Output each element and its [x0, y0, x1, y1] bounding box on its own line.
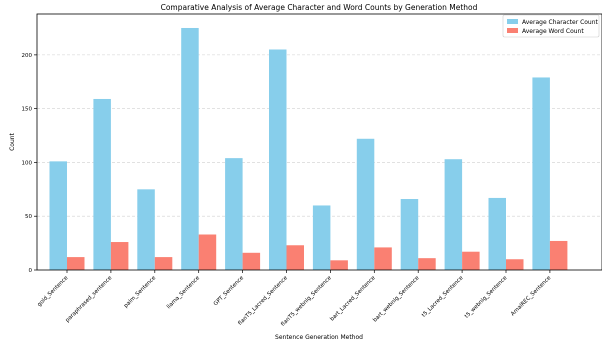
bar-word-count-bart_Lacred_Sentence: [374, 247, 392, 270]
bar-character-count-llama_Sentence: [181, 27, 199, 271]
y-tick-label: 100: [22, 160, 33, 166]
legend-label: Average Word Count: [522, 28, 584, 35]
bars: [49, 27, 568, 271]
y-axis-label: Count: [9, 132, 16, 150]
y-tick-label: 50: [25, 214, 32, 220]
grid: [37, 54, 602, 217]
legend: Average Character Count Average Word Coun…: [502, 14, 600, 38]
legend-box: [502, 14, 600, 38]
bar-character-count-AmalREC_Sentence: [532, 77, 550, 270]
bar-word-count-palm_Sentence: [154, 257, 173, 270]
y-ticks: 0 50 100 150 200: [22, 53, 37, 274]
bar-character-count-flanT5_webnlg_Sentence: [312, 205, 331, 270]
x-axis-label: Sentence Generation Method: [275, 334, 363, 341]
bar-word-count-t5_webnlg_Sentence: [506, 259, 524, 270]
bar-word-count-AmalREC_Sentence: [549, 240, 568, 270]
bar-character-count-GPT_Sentence: [225, 158, 243, 270]
x-tick-label: t5_Lacred_Sentence: [421, 275, 465, 319]
x-tick-label: AmalREC_Sentence: [510, 275, 553, 318]
x-tick-label: llama_Sentence: [166, 275, 202, 311]
y-tick-label: 150: [22, 107, 33, 113]
y-tick-label: 0: [29, 268, 33, 274]
legend-label: Average Character Count: [522, 19, 599, 26]
x-tick-label: bart_Lacred_Sentence: [329, 275, 377, 323]
x-tick-label: GPT_Sentence: [213, 275, 246, 308]
x-tick-label: flanT5_Lacred_Sentence: [237, 275, 289, 327]
axes: [36, 13, 602, 271]
y-tick-label: 200: [22, 53, 33, 59]
bar-character-count-bart_webnlg_Sentence: [400, 199, 419, 270]
bar-word-count-flanT5_webnlg_Sentence: [330, 260, 348, 270]
bar-word-count-bart_webnlg_Sentence: [418, 258, 436, 270]
chart-title: Comparative Analysis of Average Characte…: [161, 3, 478, 12]
bar-character-count-flanT5_Lacred_Sentence: [269, 49, 287, 270]
bar-character-count-t5_webnlg_Sentence: [488, 197, 506, 270]
bar-word-count-flanT5_Lacred_Sentence: [286, 245, 304, 270]
bar-character-count-bart_Lacred_Sentence: [356, 138, 375, 270]
plot-frame: [36, 13, 602, 271]
x-tick-label: palm_Sentence: [123, 275, 158, 310]
bar-character-count-palm_Sentence: [137, 189, 155, 270]
legend-swatch: [507, 28, 518, 33]
x-tick-label: paraphrased_sentence: [65, 275, 114, 324]
legend-swatch: [507, 19, 518, 24]
bar-character-count-t5_Lacred_Sentence: [444, 159, 463, 270]
x-tick-label: flanT5_webnlg_Sentence: [280, 275, 333, 328]
bar-word-count-paraphrased_sentence: [110, 242, 129, 270]
bar-word-count-GPT_Sentence: [242, 252, 261, 270]
bar-word-count-llama_Sentence: [198, 234, 217, 270]
x-tick-label: t5_webnlg_Sentence: [464, 275, 509, 320]
x-tick-label: gold_Sentence: [37, 275, 70, 308]
bar-character-count-gold_Sentence: [49, 161, 67, 270]
bar-word-count-t5_Lacred_Sentence: [462, 251, 480, 270]
bar-word-count-gold_Sentence: [67, 257, 85, 270]
x-tick-label: bart_webnlg_Sentence: [372, 275, 421, 324]
bar-character-count-paraphrased_sentence: [93, 98, 111, 270]
